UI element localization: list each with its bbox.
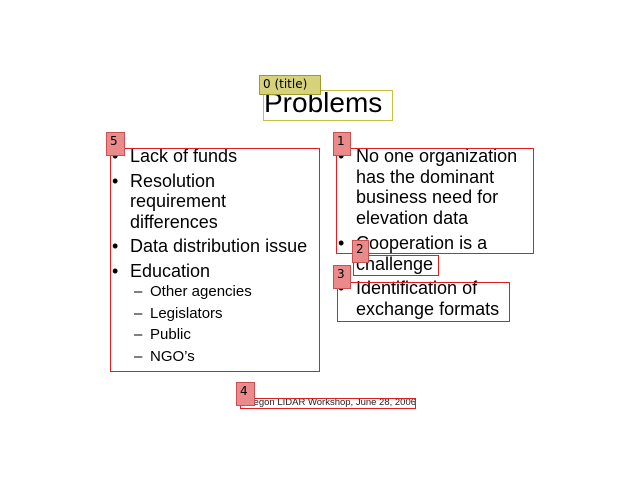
region-box-3 bbox=[337, 282, 510, 322]
bullet-text: Education bbox=[130, 260, 211, 281]
slide-footer: Oregon LIDAR Workshop, June 28, 2006 bbox=[243, 397, 417, 408]
sub-list-item: – Other agencies bbox=[130, 283, 325, 300]
bullet-text: Data distribution issue bbox=[130, 236, 308, 256]
bullet-text: Cooperation is a challenge bbox=[356, 233, 488, 274]
sub-item-text: Other agencies bbox=[150, 283, 252, 300]
list-item: • Resolution requirement differences bbox=[110, 171, 325, 233]
bullet-text: Identification of exchange formats bbox=[356, 278, 500, 319]
bullet-glyph: • bbox=[338, 233, 345, 253]
dash-glyph: – bbox=[134, 304, 143, 322]
sub-item-text: NGO’s bbox=[150, 347, 195, 365]
sub-list-item: – Legislators bbox=[130, 305, 325, 322]
bullet-glyph: • bbox=[338, 146, 345, 166]
region-box-1 bbox=[336, 148, 534, 254]
bullet-glyph: • bbox=[112, 260, 119, 281]
bullet-glyph: • bbox=[112, 236, 119, 256]
bullet-text: Lack of funds bbox=[130, 146, 238, 166]
list-item: • No one organization has the dominant bu… bbox=[336, 146, 536, 228]
region-tag-1: 1 bbox=[333, 132, 351, 156]
region-tag-0: 0 (title) bbox=[259, 75, 321, 95]
region-tag-3: 3 bbox=[333, 265, 351, 289]
region-box-2 bbox=[353, 255, 439, 276]
education-sublist: – Other agencies – Legislators – Public – NG… bbox=[130, 283, 325, 365]
sub-item-text: Legislators bbox=[150, 304, 223, 322]
title-region-box bbox=[263, 90, 393, 121]
dash-glyph: – bbox=[134, 326, 143, 343]
bullet-text: No one organization has the dominant bus… bbox=[356, 146, 518, 228]
dash-glyph: – bbox=[134, 347, 143, 365]
region-tag-4: 4 bbox=[236, 382, 255, 406]
region-box-5 bbox=[110, 148, 320, 372]
bullet-glyph: • bbox=[112, 146, 119, 166]
right-bullet-list: • No one organization has the dominant bu… bbox=[336, 146, 536, 323]
bullet-text: Resolution requirement differences bbox=[130, 170, 227, 232]
list-item: • Lack of funds bbox=[110, 146, 325, 167]
region-tag-5: 5 bbox=[106, 132, 125, 156]
sub-list-item: – Public bbox=[130, 326, 325, 343]
list-item: • Cooperation is a challenge bbox=[336, 233, 536, 274]
list-item: • Data distribution issue bbox=[110, 236, 325, 257]
region-tag-2: 2 bbox=[352, 240, 369, 263]
sub-item-text: Public bbox=[150, 326, 191, 343]
sub-list-item: – NGO’s bbox=[130, 348, 325, 365]
region-box-4 bbox=[240, 398, 416, 409]
list-item: • Education – Other agencies – Legislators … bbox=[110, 261, 325, 365]
dash-glyph: – bbox=[134, 283, 143, 300]
bullet-glyph: • bbox=[112, 170, 119, 191]
left-bullet-list: • Lack of funds • Resolution requirement d… bbox=[110, 146, 325, 369]
list-item: •Identification of exchange formats bbox=[336, 278, 536, 319]
